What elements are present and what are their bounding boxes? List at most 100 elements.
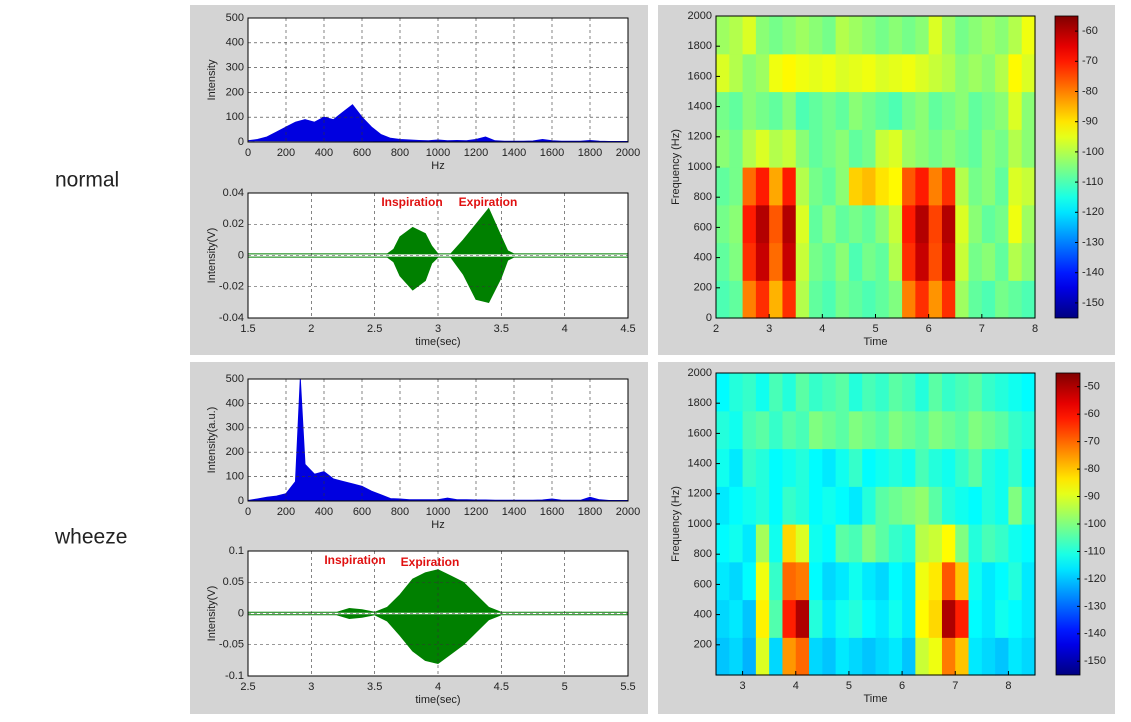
heatmap-cell [782,16,797,55]
colorbar-tick-label: -60 [1084,408,1100,420]
y-axis-label: Frequency (Hz) [670,486,682,562]
heatmap-cell [928,16,943,55]
heatmap-cell [968,129,983,168]
heatmap-cell [1008,242,1023,281]
heatmap-cell [782,561,797,601]
heatmap-cell [795,524,810,563]
x-tick-label: 200 [277,506,295,518]
x-tick-label: 1800 [578,147,602,159]
heatmap-cell [848,561,863,601]
heatmap-cell [755,448,770,487]
heatmap-cell [955,524,970,563]
heatmap-cell [769,53,784,93]
y-tick-label: 800 [694,191,712,203]
y-tick-label: 200 [694,639,712,651]
heatmap-cell [835,242,850,281]
heatmap-cell [848,373,863,412]
heatmap-cell [716,167,730,206]
heatmap-cell [835,410,850,450]
heatmap-cell [729,204,744,244]
colorbar-tick-label: -130 [1082,236,1104,248]
heatmap-cell [769,637,784,676]
y-tick-label: 1400 [688,101,712,113]
y-tick-label: 200 [226,446,244,458]
heatmap-cell [795,280,810,319]
heatmap-cell [941,486,956,525]
heatmap-cell [755,129,770,168]
heatmap-cell [862,637,877,676]
y-tick-label: 0 [238,607,244,619]
x-axis-label: Time [863,336,887,348]
annotation: Inspiration [381,195,442,209]
row-label: wheeze [54,526,127,549]
heatmap-cell [795,486,810,525]
heatmap-cell [915,599,930,638]
heatmap-cell [875,204,890,244]
y-tick-label: 0.05 [223,576,244,588]
heatmap-cell [888,91,903,130]
y-tick-label: 400 [226,397,244,409]
heatmap-cell [902,16,916,55]
y-tick-label: 400 [694,252,712,264]
x-tick-label: 2.5 [367,323,382,335]
heatmap-cell [995,242,1010,281]
y-tick-label: 400 [694,609,712,621]
heatmap-cell [835,91,850,130]
heatmap-cell [769,204,784,244]
heatmap-cell [782,91,797,130]
heatmap-cell [835,16,850,55]
heatmap-cell [835,167,850,206]
heatmap-cell [755,53,770,93]
heatmap-cell [955,204,970,244]
heatmap-cell [795,410,810,450]
heatmap-cell [875,167,890,206]
heatmap-cell [928,373,943,412]
colorbar-tick-label: -120 [1082,206,1104,218]
heatmap-cell [981,410,996,450]
heatmap-cell [928,91,943,130]
colorbar-tick-label: -150 [1082,297,1104,309]
heatmap-cell [875,486,890,525]
heatmap-cell [1008,561,1023,601]
heatmap-cell [915,486,930,525]
heatmap-cell [888,599,903,638]
heatmap-cell [968,448,983,487]
y-tick-label: 1000 [688,161,712,173]
heatmap-cell [809,373,823,412]
x-tick-label: 3.5 [367,681,382,693]
heatmap-cell [928,448,943,487]
heatmap-cell [769,91,784,130]
heatmap-cell [955,91,970,130]
heatmap-cell [769,599,784,638]
heatmap-cell [1021,486,1036,525]
heatmap-cell [1021,53,1036,93]
heatmap-cell [782,410,797,450]
heatmap-cell [769,524,784,563]
heatmap-cell [928,410,943,450]
x-tick-label: 2000 [616,147,640,159]
heatmap-cell [955,448,970,487]
heatmap-cell [822,373,837,412]
heatmap-cell [981,53,996,93]
heatmap-cell [835,373,850,412]
heatmap-cell [941,16,956,55]
heatmap-cell [955,637,970,676]
heatmap-cell [755,280,770,319]
y-tick-label: 300 [226,62,244,74]
heatmap-cell [716,524,730,563]
heatmap-cell [981,599,996,638]
heatmap-cell [1008,129,1023,168]
heatmap-cell [888,129,903,168]
heatmap-cell [822,167,837,206]
x-tick-label: 3 [435,323,441,335]
heatmap-cell [888,524,903,563]
spectrum-area [247,104,629,142]
y-tick-label: -0.04 [219,312,244,324]
y-tick-label: 300 [226,422,244,434]
heatmap-cell [755,410,770,450]
heatmap-cell [769,486,784,525]
heatmap-cell [928,524,943,563]
heatmap-cell [729,242,744,281]
heatmap-cell [995,53,1010,93]
heatmap-cell [1021,373,1036,412]
